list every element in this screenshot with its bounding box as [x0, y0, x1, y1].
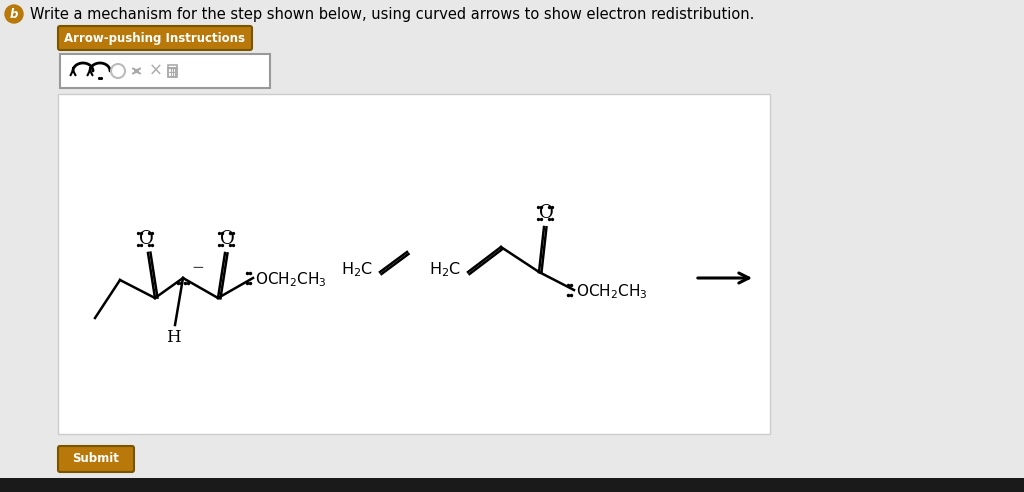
Bar	[0, 478, 1024, 492]
Text: H$_2$C: H$_2$C	[429, 261, 461, 279]
Text: H$_2$C: H$_2$C	[341, 261, 373, 279]
Text: O: O	[138, 230, 154, 248]
FancyBboxPatch shape	[58, 26, 252, 50]
Text: ×: ×	[150, 62, 163, 80]
FancyBboxPatch shape	[58, 446, 134, 472]
Text: OCH$_2$CH$_3$: OCH$_2$CH$_3$	[255, 271, 327, 289]
Text: Write a mechanism for the step shown below, using curved arrows to show electron: Write a mechanism for the step shown bel…	[30, 6, 755, 22]
FancyBboxPatch shape	[60, 54, 270, 88]
Text: O: O	[539, 204, 553, 222]
Text: ⊟: ⊟	[166, 64, 178, 80]
Text: O: O	[219, 230, 234, 248]
Text: −: −	[191, 260, 205, 276]
Bar	[168, 65, 177, 77]
Text: OCH$_2$CH$_3$: OCH$_2$CH$_3$	[575, 282, 647, 301]
Circle shape	[5, 5, 23, 23]
Text: Submit: Submit	[73, 453, 120, 465]
Text: H: H	[166, 330, 180, 346]
Text: b: b	[10, 8, 18, 21]
Text: Arrow-pushing Instructions: Arrow-pushing Instructions	[65, 32, 246, 45]
Bar	[58, 94, 770, 434]
